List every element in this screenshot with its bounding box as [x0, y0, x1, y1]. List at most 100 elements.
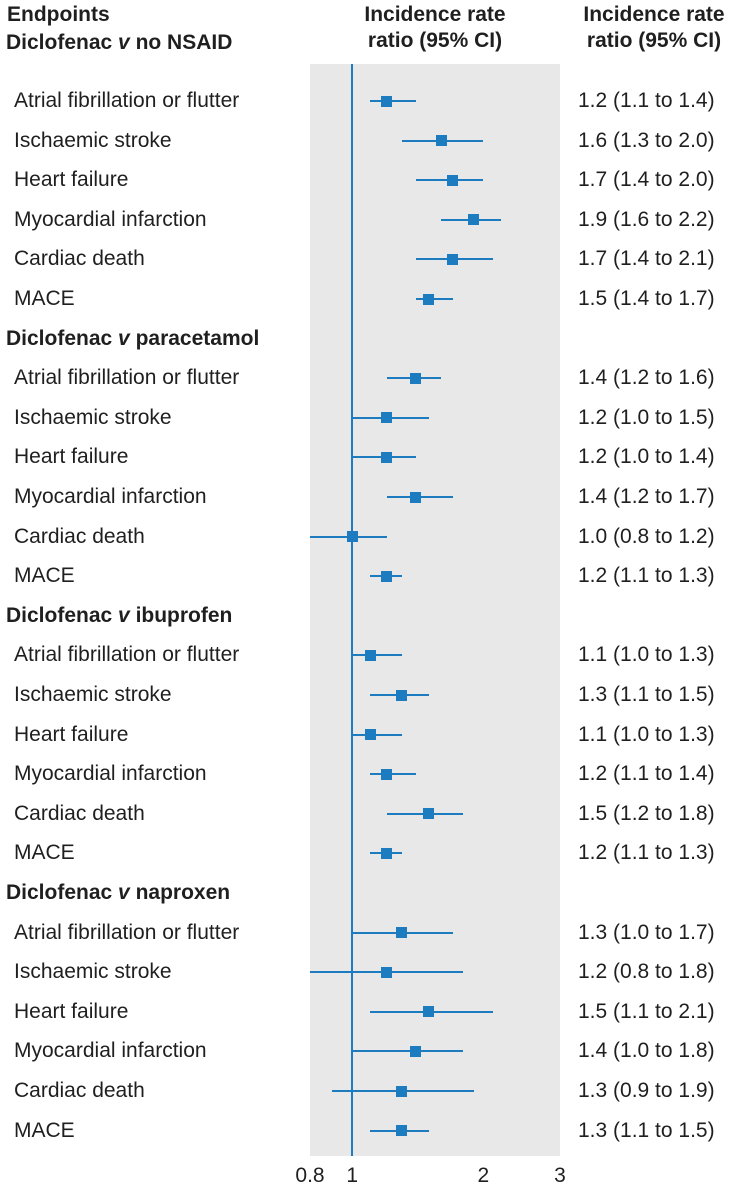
x-tick-label: 1 — [346, 1164, 359, 1187]
data-row: MACE 1.3 (1.1 to 1.5) — [0, 1111, 742, 1151]
ratio-value: 1.2 (0.8 to 1.8) — [578, 960, 715, 984]
ratio-value: 1.2 (1.0 to 1.4) — [578, 445, 715, 469]
point-estimate-marker — [381, 847, 393, 859]
ratio-value: 1.0 (0.8 to 1.2) — [578, 524, 715, 548]
endpoints-column-title: Endpoints — [7, 3, 110, 26]
point-estimate-marker — [396, 689, 408, 701]
ratio-value: 1.4 (1.2 to 1.6) — [578, 366, 715, 390]
endpoint-label: Heart failure — [14, 999, 129, 1023]
endpoint-label: Ischaemic stroke — [14, 683, 172, 706]
point-estimate-marker — [435, 135, 447, 147]
plot-column-title: Incidence rate ratio (95% CI) — [364, 3, 506, 52]
point-estimate-marker — [447, 174, 459, 186]
ratio-value: 1.7 (1.4 to 2.0) — [578, 168, 715, 192]
point-estimate-marker — [381, 768, 393, 780]
endpoint-label: Heart failure — [14, 445, 129, 469]
point-estimate-marker — [346, 531, 358, 543]
ratio-value: 1.5 (1.1 to 2.1) — [578, 999, 715, 1023]
data-row: Cardiac death 1.0 (0.8 to 1.2) — [0, 517, 742, 557]
x-tick-label: 3 — [554, 1164, 566, 1187]
ratio-value: 1.2 (1.1 to 1.3) — [578, 841, 715, 865]
data-row: Ischaemic stroke 1.3 (1.1 to 1.5) — [0, 675, 742, 715]
group-label-comparator: ibuprofen — [129, 603, 233, 627]
endpoint-label: Myocardial infarction — [14, 1039, 207, 1063]
ratio-value: 1.2 (1.1 to 1.4) — [578, 762, 715, 786]
value-column-title: Incidence rate ratio (95% CI) — [583, 3, 725, 52]
point-estimate-marker — [468, 214, 480, 226]
point-estimate-marker — [410, 372, 422, 384]
ratio-value: 1.9 (1.6 to 2.2) — [578, 207, 715, 231]
ratio-value: 1.3 (1.0 to 1.7) — [578, 920, 715, 944]
endpoint-label: Ischaemic stroke — [14, 405, 172, 429]
point-estimate-marker — [364, 729, 376, 741]
point-estimate-marker — [423, 1006, 435, 1018]
endpoint-label: Ischaemic stroke — [14, 960, 172, 984]
group-label: Diclofenac v ibuprofen — [6, 604, 232, 628]
point-estimate-marker — [381, 95, 393, 107]
data-row: Atrial fibrillation or flutter 1.3 (1.0 t… — [0, 913, 742, 953]
endpoint-label: MACE — [14, 287, 75, 310]
ratio-value: 1.2 (1.1 to 1.4) — [578, 89, 715, 112]
group-label-versus: v — [118, 603, 130, 627]
group-label: Diclofenac v paracetamol — [6, 327, 259, 351]
data-row: Myocardial infarction 1.9 (1.6 to 2.2) — [0, 200, 742, 240]
endpoint-label: Atrial fibrillation or flutter — [14, 89, 240, 112]
endpoint-label: Myocardial infarction — [14, 207, 207, 231]
ratio-value: 1.3 (1.1 to 1.5) — [578, 683, 715, 706]
data-row: Heart failure 1.7 (1.4 to 2.0) — [0, 160, 742, 200]
group-label-comparator: paracetamol — [129, 326, 260, 350]
endpoint-label: Atrial fibrillation or flutter — [14, 920, 240, 944]
data-row: Atrial fibrillation or flutter 1.1 (1.0 t… — [0, 635, 742, 675]
group-label-comparator: no NSAID — [129, 31, 233, 54]
point-estimate-marker — [381, 412, 393, 424]
group-header-row: Diclofenac v no NSAID — [0, 23, 742, 63]
data-row: Myocardial infarction 1.4 (1.0 to 1.8) — [0, 1031, 742, 1071]
endpoint-label: Atrial fibrillation or flutter — [14, 643, 240, 667]
group-label-drug: Diclofenac — [6, 881, 119, 904]
group-label: Diclofenac v naproxen — [6, 881, 230, 905]
endpoint-label: MACE — [14, 564, 75, 588]
confidence-interval-line — [352, 654, 402, 657]
confidence-interval-line — [352, 733, 402, 736]
endpoint-label: Heart failure — [14, 168, 129, 192]
ratio-value: 1.5 (1.4 to 1.7) — [578, 287, 715, 310]
ratio-value: 1.3 (0.9 to 1.9) — [578, 1079, 715, 1102]
data-row: MACE 1.2 (1.1 to 1.3) — [0, 833, 742, 873]
endpoint-label: Atrial fibrillation or flutter — [14, 366, 240, 390]
data-row: Atrial fibrillation or flutter 1.4 (1.2 t… — [0, 358, 742, 398]
x-tick-label: 2 — [477, 1164, 490, 1187]
ratio-value: 1.2 (1.1 to 1.3) — [578, 564, 715, 588]
data-row: Cardiac death 1.7 (1.4 to 2.1) — [0, 239, 742, 279]
point-estimate-marker — [410, 1045, 422, 1057]
group-header-row: Diclofenac v naproxen — [0, 873, 742, 913]
point-estimate-marker — [381, 966, 393, 978]
reference-line — [351, 64, 354, 1156]
data-row: Ischaemic stroke 1.2 (0.8 to 1.8) — [0, 952, 742, 992]
endpoint-label: Cardiac death — [14, 1079, 145, 1102]
ratio-value: 1.4 (1.0 to 1.8) — [578, 1039, 715, 1063]
data-row: MACE 1.2 (1.1 to 1.3) — [0, 556, 742, 596]
ratio-value: 1.4 (1.2 to 1.7) — [578, 485, 715, 508]
ratio-value: 1.5 (1.2 to 1.8) — [578, 801, 715, 825]
group-header-row: Diclofenac v paracetamol — [0, 319, 742, 359]
endpoint-label: MACE — [14, 1118, 75, 1142]
group-label-drug: Diclofenac — [6, 31, 119, 54]
data-row: Cardiac death 1.3 (0.9 to 1.9) — [0, 1071, 742, 1111]
data-row: Ischaemic stroke 1.6 (1.3 to 2.0) — [0, 121, 742, 161]
data-row: Heart failure 1.2 (1.0 to 1.4) — [0, 437, 742, 477]
ratio-value: 1.2 (1.0 to 1.5) — [578, 405, 715, 429]
group-header-row: Diclofenac v ibuprofen — [0, 596, 742, 636]
ratio-value: 1.6 (1.3 to 2.0) — [578, 128, 715, 152]
confidence-interval-line — [370, 100, 416, 102]
endpoint-label: Myocardial infarction — [14, 762, 207, 786]
confidence-interval-line — [370, 773, 416, 776]
point-estimate-marker — [364, 649, 376, 661]
endpoint-label: Cardiac death — [14, 247, 145, 271]
group-label-versus: v — [118, 881, 130, 904]
point-estimate-marker — [381, 451, 393, 463]
ratio-value: 1.1 (1.0 to 1.3) — [578, 643, 715, 667]
endpoint-label: MACE — [14, 841, 75, 865]
group-label-drug: Diclofenac — [6, 326, 119, 350]
endpoint-label: Heart failure — [14, 722, 129, 746]
